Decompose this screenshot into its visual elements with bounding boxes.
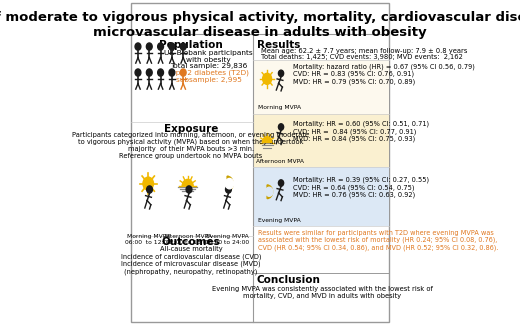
Text: All-cause mortality
Incidence of cardiovascular disease (CVD)
Incidence of micro: All-cause mortality Incidence of cardiov… [121, 246, 261, 275]
Circle shape [266, 187, 273, 196]
Text: Total sample: 29,836: Total sample: 29,836 [170, 63, 248, 69]
FancyBboxPatch shape [254, 167, 389, 226]
Text: Morning MVPA
06:00  to 12:00: Morning MVPA 06:00 to 12:00 [125, 234, 171, 245]
Circle shape [169, 43, 175, 50]
Circle shape [186, 186, 192, 193]
Text: Mortality: HR = 0.60 (95% CI: 0.51, 0.71)
CVD: HR =  0.84 (95% CI: 0.77, 0.91)
M: Mortality: HR = 0.60 (95% CI: 0.51, 0.71… [293, 121, 430, 142]
Circle shape [158, 69, 163, 76]
Text: UK Biobank participants
with obesity: UK Biobank participants with obesity [164, 50, 253, 63]
Text: Afternoon MVPA: Afternoon MVPA [256, 159, 304, 164]
Text: Evening MVPA: Evening MVPA [258, 218, 301, 223]
Wedge shape [227, 176, 233, 191]
Circle shape [278, 124, 283, 130]
Circle shape [278, 180, 283, 186]
FancyBboxPatch shape [254, 60, 389, 114]
Wedge shape [263, 136, 272, 142]
FancyBboxPatch shape [254, 114, 389, 167]
Circle shape [169, 69, 175, 76]
Text: Results were similar for participants with T2D where evening MVPA was
associated: Results were similar for participants wi… [258, 230, 498, 251]
Text: Evening MVPA was consistently associated with the lowest risk of
mortality, CVD,: Evening MVPA was consistently associated… [212, 286, 433, 299]
Circle shape [225, 178, 233, 189]
Circle shape [180, 69, 186, 76]
Circle shape [146, 43, 152, 50]
Text: Conclusion: Conclusion [256, 275, 320, 285]
Circle shape [146, 69, 152, 76]
Text: Results: Results [256, 40, 300, 50]
Wedge shape [182, 179, 193, 186]
Circle shape [180, 43, 186, 50]
Text: Outcomes: Outcomes [162, 237, 220, 247]
FancyBboxPatch shape [131, 3, 389, 322]
Text: Mortality: HR = 0.39 (95% CI: 0.27, 0.55)
CVD: HR = 0.64 (95% CI: 0.54, 0.75)
MV: Mortality: HR = 0.39 (95% CI: 0.27, 0.55… [293, 177, 430, 198]
Circle shape [147, 186, 152, 193]
Circle shape [158, 43, 163, 50]
Circle shape [143, 177, 153, 190]
Circle shape [226, 186, 231, 193]
Circle shape [278, 70, 283, 77]
Circle shape [263, 73, 271, 84]
Circle shape [135, 43, 141, 50]
Text: Timing of moderate to vigorous physical activity, mortality, cardiovascular dise: Timing of moderate to vigorous physical … [0, 11, 520, 39]
Circle shape [135, 69, 141, 76]
Text: Mortality: hazard ratio (HR) = 0.67 (95% CI 0.56, 0.79)
CVD: HR = 0.83 (95% CI: : Mortality: hazard ratio (HR) = 0.67 (95%… [293, 63, 475, 85]
Text: Exposure: Exposure [164, 124, 218, 134]
Text: Morning MVPA: Morning MVPA [258, 106, 301, 110]
Text: Participants categorized into morning, afternoon, or evening moderate
to vigorou: Participants categorized into morning, a… [72, 132, 309, 159]
Text: Mean age: 62.2 ± 7.7 years; mean follow-up: 7.9 ± 0.8 years: Mean age: 62.2 ± 7.7 years; mean follow-… [261, 48, 467, 54]
Wedge shape [267, 185, 272, 199]
Text: Evening MVPA
18:00 to 24:00: Evening MVPA 18:00 to 24:00 [205, 234, 249, 245]
Text: Total deaths: 1,425; CVD events: 3,980; MVD events:  2,162: Total deaths: 1,425; CVD events: 3,980; … [261, 54, 462, 60]
Text: Type 2 diabetes (T2D)
subsample: 2,995: Type 2 diabetes (T2D) subsample: 2,995 [168, 70, 249, 83]
Text: Afternoon MVPA
12:00 to 18:00: Afternoon MVPA 12:00 to 18:00 [164, 234, 212, 245]
Text: Population: Population [159, 40, 223, 50]
